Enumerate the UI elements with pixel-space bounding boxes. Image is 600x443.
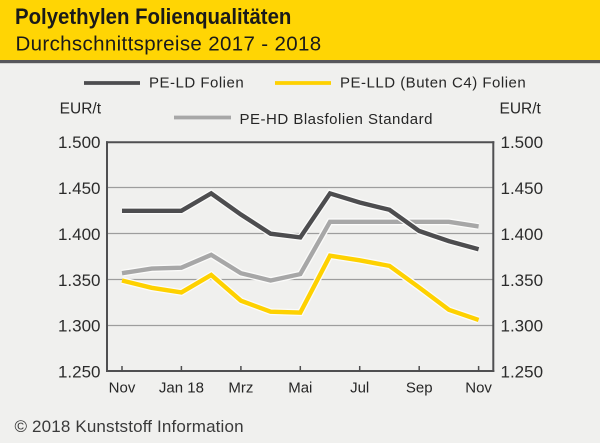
svg-text:1.350: 1.350 [501,271,544,290]
svg-text:1.500: 1.500 [58,133,101,152]
svg-text:Nov: Nov [465,379,492,396]
svg-text:EUR/t: EUR/t [60,100,102,117]
svg-text:© 2018 Kunststoff Information: © 2018 Kunststoff Information [15,417,244,436]
svg-text:1.350: 1.350 [58,271,101,290]
svg-text:Mrz: Mrz [228,379,253,396]
svg-text:Polyethylen Folienqualitäten: Polyethylen Folienqualitäten [15,5,291,29]
svg-text:1.250: 1.250 [501,362,544,381]
svg-text:1.300: 1.300 [58,317,101,336]
svg-text:Nov: Nov [109,379,136,396]
svg-text:Jul: Jul [350,379,369,396]
svg-text:1.500: 1.500 [501,133,544,152]
svg-text:Durchschnittspreise 2017 - 201: Durchschnittspreise 2017 - 2018 [16,33,322,56]
svg-text:Mai: Mai [288,379,312,396]
svg-text:1.400: 1.400 [501,225,544,244]
svg-text:PE-HD Blasfolien Standard: PE-HD Blasfolien Standard [240,111,433,128]
svg-text:1.450: 1.450 [501,179,544,198]
svg-text:1.250: 1.250 [58,362,101,381]
svg-text:1.450: 1.450 [58,179,101,198]
svg-text:PE-LLD (Buten C4) Folien: PE-LLD (Buten C4) Folien [340,75,526,92]
svg-text:1.400: 1.400 [58,225,101,244]
svg-text:1.300: 1.300 [501,317,544,336]
svg-text:Sep: Sep [406,379,433,396]
svg-text:Jan 18: Jan 18 [159,379,204,396]
svg-text:PE-LD Folien: PE-LD Folien [149,75,244,92]
svg-text:EUR/t: EUR/t [500,100,542,117]
